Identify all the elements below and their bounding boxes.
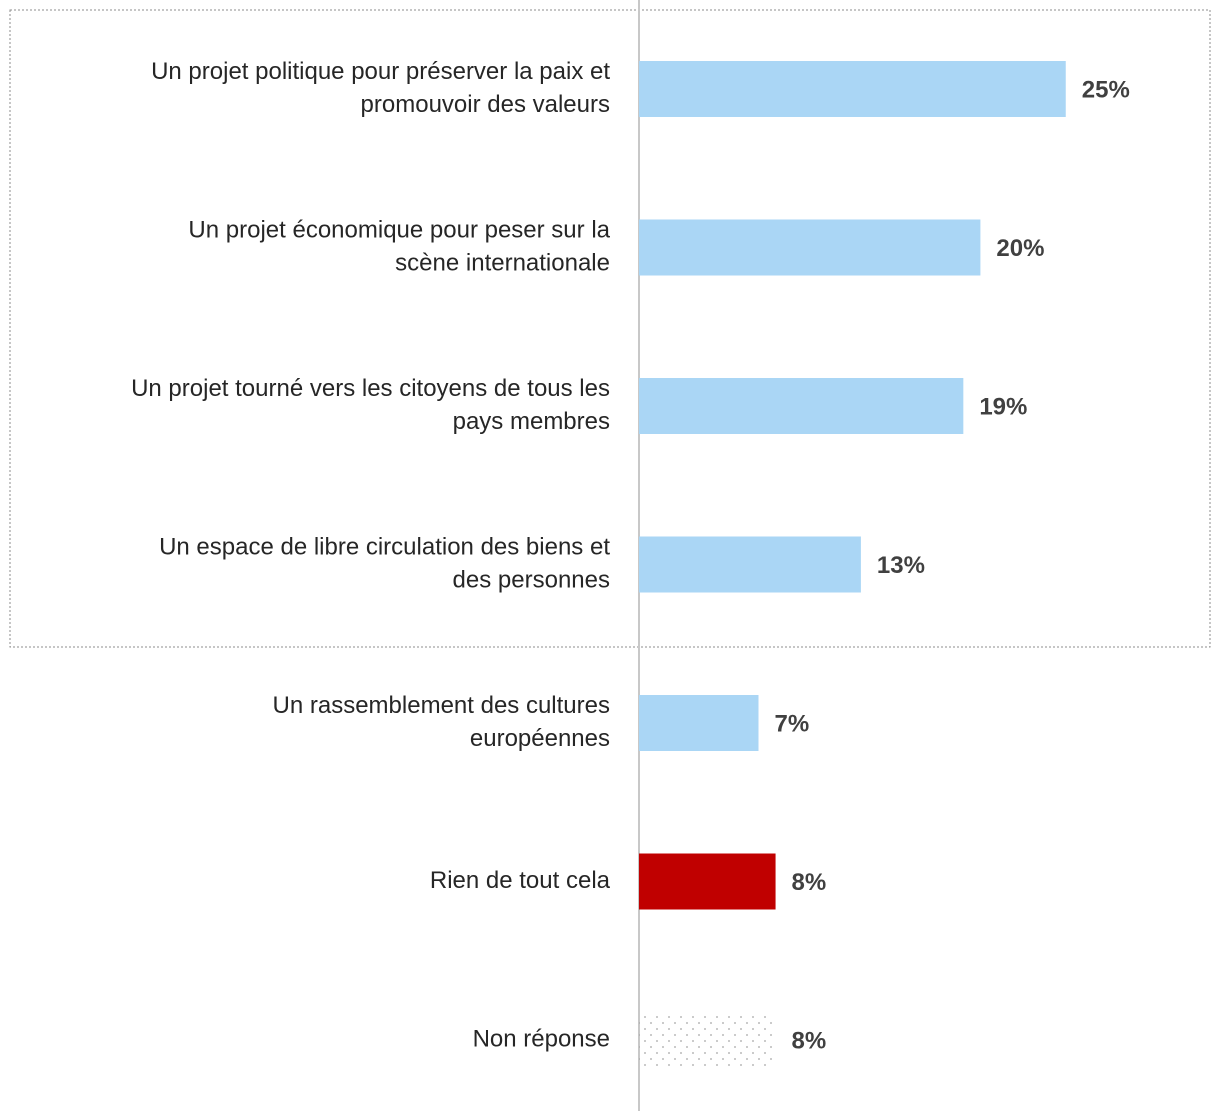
category-label: Un projet politique pour préserver la pa… bbox=[151, 58, 610, 85]
bar bbox=[639, 61, 1066, 117]
value-label: 20% bbox=[996, 235, 1044, 262]
value-label: 8% bbox=[792, 869, 827, 896]
category-label: Un projet économique pour peser sur la bbox=[188, 216, 610, 243]
category-label: pays membres bbox=[453, 408, 610, 435]
value-label: 8% bbox=[792, 1027, 827, 1054]
value-label: 19% bbox=[979, 393, 1027, 420]
category-label: des personnes bbox=[453, 566, 610, 593]
bar bbox=[639, 695, 759, 751]
category-label: Rien de tout cela bbox=[430, 867, 611, 894]
value-label: 25% bbox=[1082, 76, 1130, 103]
value-label: 13% bbox=[877, 552, 925, 579]
category-label: Un projet tourné vers les citoyens de to… bbox=[131, 375, 610, 402]
bar bbox=[639, 853, 776, 910]
category-label: scène internationale bbox=[395, 249, 610, 276]
category-label: Non réponse bbox=[473, 1025, 610, 1052]
bar bbox=[639, 378, 964, 434]
bar bbox=[639, 1012, 776, 1068]
bar bbox=[639, 219, 981, 276]
category-label: Un espace de libre circulation des biens… bbox=[159, 533, 610, 560]
category-label: promouvoir des valeurs bbox=[361, 91, 610, 118]
value-label: 7% bbox=[774, 710, 809, 737]
bar bbox=[639, 536, 861, 593]
category-label: européennes bbox=[470, 725, 610, 752]
highlight-box bbox=[9, 9, 1211, 648]
category-label: Un rassemblement des cultures bbox=[273, 692, 610, 719]
